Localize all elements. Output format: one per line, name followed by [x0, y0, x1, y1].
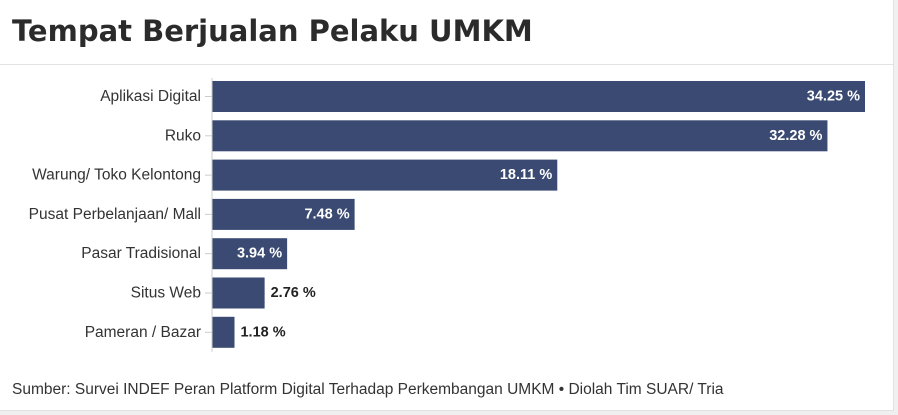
- category-label: Aplikasi Digital: [100, 88, 201, 105]
- data-label: 32.28 %: [769, 128, 822, 144]
- title-divider: [0, 64, 893, 65]
- data-label: 7.48 %: [304, 206, 349, 222]
- category-label: Pameran / Bazar: [85, 324, 201, 341]
- category-label: Ruko: [165, 127, 201, 144]
- category-label: Pusat Perbelanjaan/ Mall: [29, 206, 201, 223]
- bar: [212, 277, 265, 309]
- data-label: 3.94 %: [237, 246, 282, 262]
- category-label: Warung/ Toko Kelontong: [32, 167, 201, 184]
- chart-title: Tempat Berjualan Pelaku UMKM: [12, 14, 533, 48]
- category-label: Pasar Tradisional: [81, 245, 201, 262]
- bar: [212, 81, 865, 112]
- category-label: Situs Web: [131, 285, 201, 302]
- bar: [212, 238, 288, 270]
- bar-chart: Aplikasi Digital 34.25 % Ruko 32.28 % Warung…: [29, 78, 865, 352]
- bar: [212, 120, 828, 152]
- data-label: 34.25 %: [807, 89, 860, 105]
- bar: [212, 198, 355, 230]
- data-label: 2.76 %: [271, 285, 316, 301]
- source-note: Sumber: Survei INDEF Peran Platform Digi…: [12, 381, 724, 398]
- bar: [212, 316, 235, 348]
- data-label: 1.18 %: [240, 324, 285, 340]
- bar: [212, 159, 558, 191]
- data-label: 18.11 %: [500, 167, 553, 183]
